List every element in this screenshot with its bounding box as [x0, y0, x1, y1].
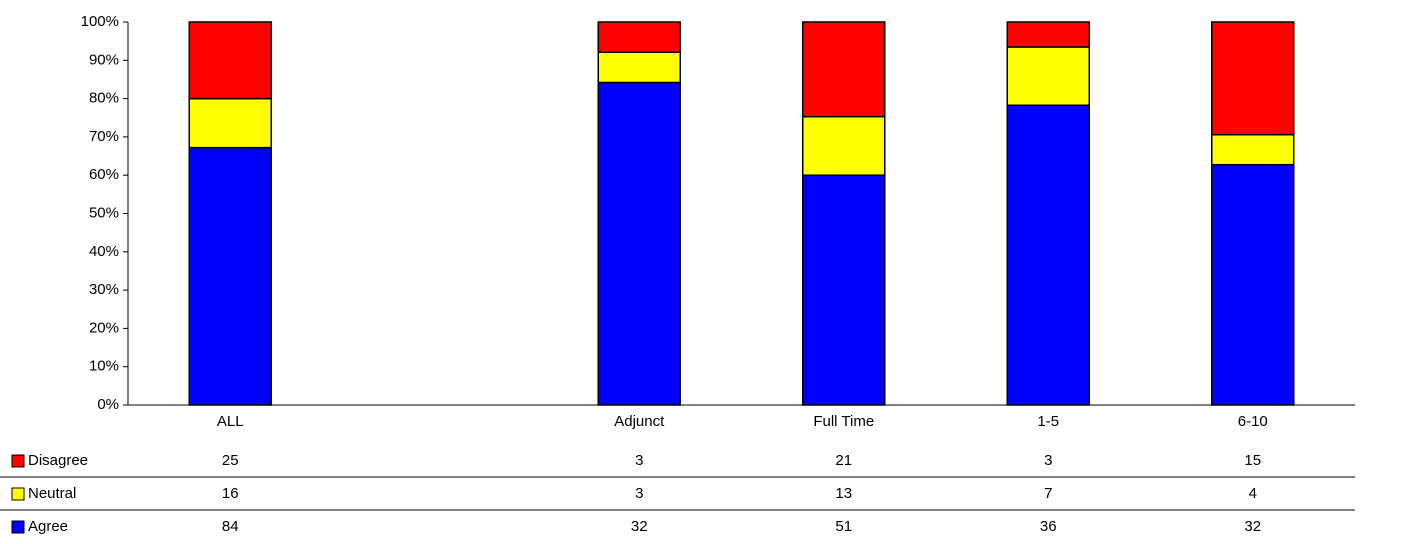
bar-segment	[802, 115, 886, 176]
legend-label: Disagree	[28, 452, 88, 469]
y-tick-label: 40%	[89, 243, 119, 260]
bar-segment	[597, 81, 681, 406]
y-tick-label: 100%	[81, 13, 119, 30]
y-tick-label: 50%	[89, 204, 119, 221]
bar-segment	[1211, 21, 1295, 136]
bar-segment	[188, 97, 272, 149]
legend-label: Agree	[28, 518, 68, 535]
bar-segment	[802, 174, 886, 406]
y-tick-label: 60%	[89, 166, 119, 183]
table-value: 7	[1044, 485, 1052, 502]
y-tick-label: 0%	[97, 396, 119, 413]
table-value: 32	[631, 518, 648, 535]
table-value: 32	[1244, 518, 1261, 535]
table-value: 36	[1040, 518, 1057, 535]
table-value: 16	[222, 485, 239, 502]
table-value: 15	[1244, 452, 1261, 469]
x-tick-label: 6-10	[1238, 413, 1268, 430]
table-value: 25	[222, 452, 239, 469]
bar-segment	[1211, 163, 1295, 406]
table-value: 84	[222, 518, 239, 535]
bar-segment	[1006, 104, 1090, 406]
bar-segment	[597, 21, 681, 53]
legend-swatch	[11, 520, 25, 534]
legend-swatch	[11, 454, 25, 468]
table-value: 13	[835, 485, 852, 502]
table-value: 51	[835, 518, 852, 535]
bar-segment	[1211, 133, 1295, 166]
bar-segment	[1006, 21, 1090, 48]
bar-segment	[188, 21, 272, 100]
y-tick-label: 80%	[89, 90, 119, 107]
table-value: 21	[835, 452, 852, 469]
bar-segment	[1006, 46, 1090, 107]
bar-segment	[188, 146, 272, 406]
x-tick-label: 1-5	[1037, 413, 1059, 430]
table-value: 4	[1249, 485, 1257, 502]
y-tick-label: 90%	[89, 51, 119, 68]
x-tick-label: Full Time	[813, 413, 874, 430]
x-tick-label: Adjunct	[614, 413, 665, 430]
y-tick-label: 70%	[89, 128, 119, 145]
x-tick-label: ALL	[217, 413, 244, 430]
table-value: 3	[635, 485, 643, 502]
table-value: 3	[635, 452, 643, 469]
y-tick-label: 30%	[89, 281, 119, 298]
legend-label: Neutral	[28, 485, 76, 502]
table-value: 3	[1044, 452, 1052, 469]
legend-swatch	[11, 487, 25, 501]
y-tick-label: 10%	[89, 358, 119, 375]
y-tick-label: 20%	[89, 319, 119, 336]
bar-segment	[597, 51, 681, 84]
bar-segment	[802, 21, 886, 118]
